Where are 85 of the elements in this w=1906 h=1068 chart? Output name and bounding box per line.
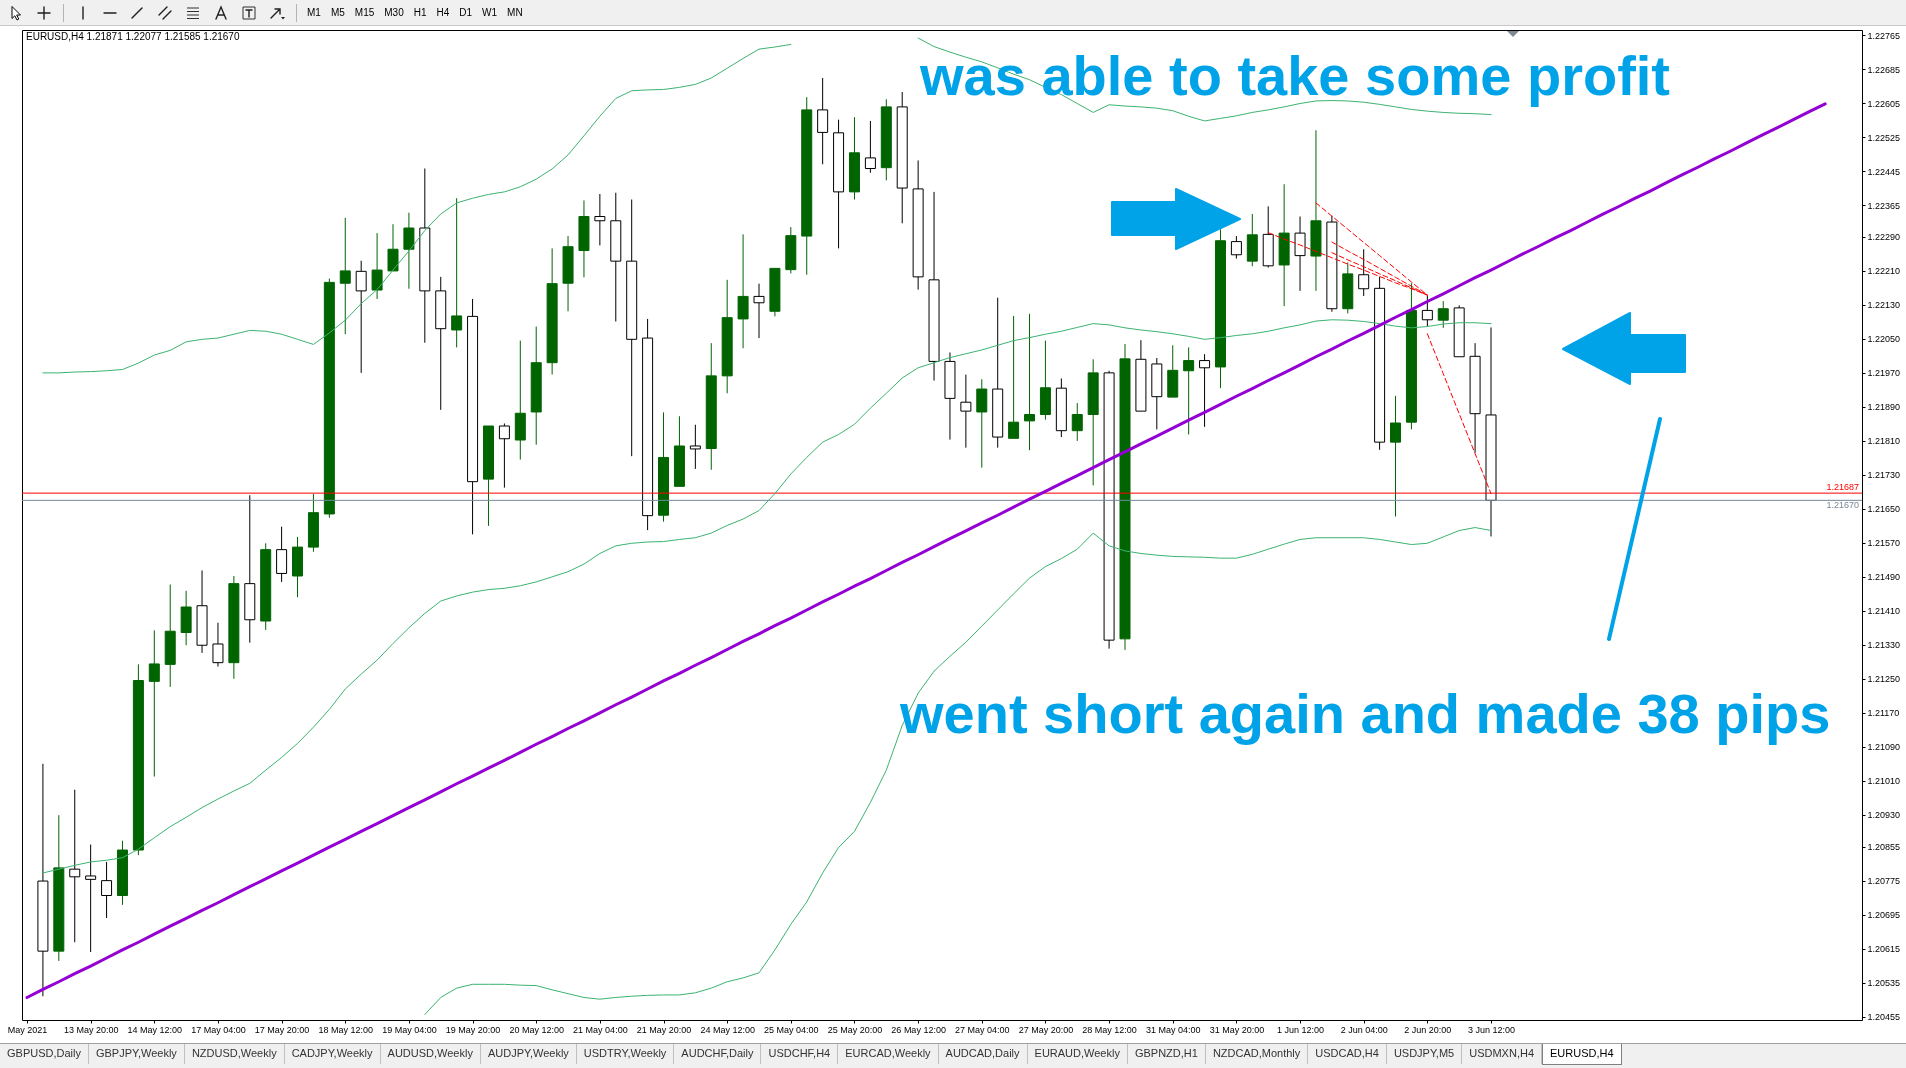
annotation: was able to take some profit [919,44,1670,107]
chart-tab: AUDCAD,Daily [938,1044,1028,1064]
y-tick-label: 1.21490 [1867,572,1901,583]
y-tick-label: 1.21730 [1867,470,1901,481]
x-tick-label: 28 May 12:00 [1082,1024,1137,1035]
y-tick-label: 1.22605 [1867,98,1901,109]
x-tick-label: 31 May 04:00 [1145,1024,1201,1035]
y-tick-label: 1.21330 [1867,640,1901,651]
y-tick-label: 1.20775 [1867,876,1901,887]
chart-tab: NZDUSD,Weekly [184,1044,285,1064]
chart-tab: USDCHF,H4 [761,1044,839,1064]
x-tick-label: 19 May 20:00 [445,1024,501,1035]
y-tick-label: 1.22050 [1867,334,1901,345]
chart-tab: AUDCHF,Daily [674,1044,762,1064]
y-tick-label: 1.20930 [1867,810,1901,821]
chart-tab: EURAUD,Weekly [1027,1044,1128,1064]
y-tick-label: 1.21970 [1867,368,1901,379]
y-tick-label: 1.22290 [1867,232,1901,243]
x-tick-label: May 2021 [7,1024,48,1035]
chart-tab: USDJPY,M5 [1386,1044,1463,1064]
x-tick-label: 27 May 20:00 [1018,1024,1074,1035]
timeframe-label: M15 [353,5,376,20]
chart-tab: USDTRY,Weekly [576,1044,675,1064]
chart-tab: AUDUSD,Weekly [380,1044,481,1064]
annotation: went short again and made 38 pips [899,682,1831,745]
y-tick-label: 1.21010 [1867,776,1901,787]
x-tick-label: 25 May 04:00 [764,1024,819,1035]
chart-tab: GBPUSD,Daily [0,1044,89,1064]
x-tick-label: 3 Jun 12:00 [1467,1024,1516,1035]
y-tick-label: 1.20615 [1867,944,1901,955]
timeframe-label: H1 [412,5,428,20]
timeframe-label: MN [506,5,524,20]
chart-tab: EURCAD,Weekly [838,1044,939,1064]
x-tick-label: 2 Jun 04:00 [1340,1024,1388,1035]
y-tick-label: 1.21170 [1867,708,1900,719]
y-tick-label: 1.21410 [1867,606,1901,617]
y-tick-label: 1.22445 [1867,166,1901,177]
y-tick-label: 1.21810 [1867,436,1901,447]
chart-tab: GBPJPY,Weekly [88,1044,185,1064]
chart-tab: EURUSD,H4 [1542,1044,1622,1065]
x-tick-label: 17 May 04:00 [191,1024,246,1035]
y-tick-label: 1.21090 [1867,742,1901,753]
chart-tab: NZDCAD,Monthly [1205,1044,1309,1064]
x-tick-label: 21 May 20:00 [636,1024,692,1035]
y-tick-label: 1.22365 [1867,200,1901,211]
x-tick-label: 31 May 20:00 [1209,1024,1265,1035]
x-tick-label: 20 May 12:00 [509,1024,564,1035]
y-tick-label: 1.20535 [1867,978,1901,989]
x-tick-label: 21 May 04:00 [573,1024,628,1035]
x-tick-label: 14 May 12:00 [127,1024,183,1035]
y-tick-label: 1.21650 [1867,504,1901,515]
x-tick-label: 26 May 12:00 [891,1024,946,1035]
x-tick-label: 1 Jun 12:00 [1277,1024,1325,1035]
x-tick-label: 25 May 20:00 [827,1024,883,1035]
chart-title: EURUSD,H4 1.21871 1.22077 1.21585 1.21670 [26,31,240,42]
y-tick-label: 1.20695 [1867,910,1901,921]
chart-tab: CADJPY,Weekly [284,1044,381,1064]
x-tick-label: 24 May 12:00 [700,1024,755,1035]
y-tick-label: 1.22130 [1867,300,1901,311]
y-tick-label: 1.22765 [1867,30,1901,41]
x-tick-label: 18 May 12:00 [318,1024,374,1035]
y-tick-label: 1.20855 [1867,842,1901,853]
y-tick-label: 1.22525 [1867,132,1901,143]
y-tick-label: 1.20455 [1867,1012,1901,1023]
ref-line-label: 1.21670 [1826,500,1859,511]
x-tick-label: 2 Jun 20:00 [1404,1024,1452,1035]
y-tick-label: 1.21890 [1867,402,1901,413]
timeframe-label: W1 [481,5,499,20]
chart-tab: GBPNZD,H1 [1127,1044,1206,1064]
chart-tab: USDCAD,H4 [1308,1044,1387,1064]
y-tick-label: 1.22210 [1867,266,1901,277]
timeframe-label: M1 [306,5,322,20]
ref-line-label: 1.21687 [1826,482,1859,493]
chart-tab: AUDJPY,Weekly [480,1044,577,1064]
timeframe-label: D1 [458,5,474,20]
y-tick-label: 1.21250 [1867,674,1901,685]
timeframe-label: M30 [383,5,405,20]
x-tick-label: 19 May 04:00 [382,1024,437,1035]
y-tick-label: 1.22685 [1867,64,1901,75]
x-tick-label: 17 May 20:00 [254,1024,310,1035]
x-tick-label: 13 May 20:00 [63,1024,119,1035]
y-tick-label: 1.21570 [1867,538,1901,549]
timeframe-label: M5 [329,5,346,20]
x-tick-label: 27 May 04:00 [955,1024,1010,1035]
timeframe-label: H4 [435,5,451,20]
